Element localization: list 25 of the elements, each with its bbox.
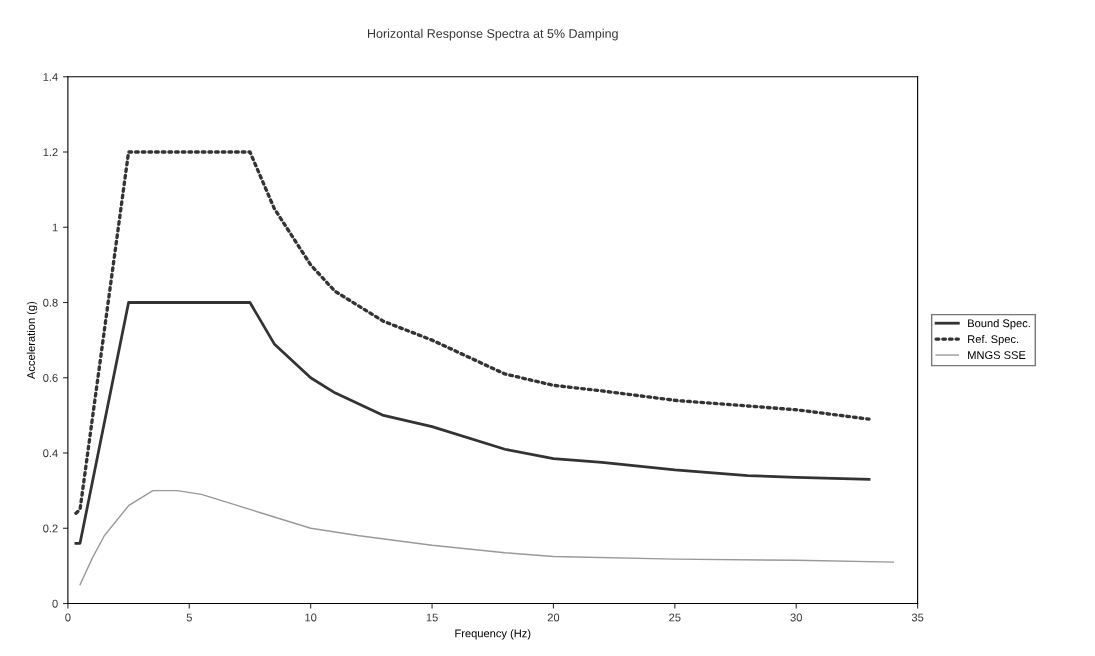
x-tick-label: 10 xyxy=(305,613,317,622)
line-series xyxy=(74,150,871,515)
legend-label: Bound Spec. xyxy=(968,319,1030,330)
x-tick-label: 5 xyxy=(186,613,192,622)
x-tick-label: 20 xyxy=(547,613,560,622)
y-tick-label: 0 xyxy=(52,599,58,608)
y-tick-label: 0.8 xyxy=(43,298,58,307)
x-tick-label: 15 xyxy=(426,613,438,622)
y-tick-label: 1.4 xyxy=(43,73,58,81)
y-axis-title: Acceleration (g) xyxy=(26,301,38,380)
legend-label: MNGS SSE xyxy=(968,351,1026,360)
y-tick-label: 0.4 xyxy=(43,449,58,458)
y-tick-label: 1.2 xyxy=(43,148,58,157)
line-series xyxy=(79,489,895,586)
chart-title: Horizontal Response Spectra at 5% Damping xyxy=(368,28,618,41)
x-tick-label: 35 xyxy=(911,613,924,622)
x-tick-label: 0 xyxy=(65,613,71,622)
y-tick-label: 1 xyxy=(52,223,58,232)
x-axis-title: Frequency (Hz) xyxy=(455,629,531,640)
y-tick-label: 0.2 xyxy=(43,524,58,533)
legend-label: Ref. Spec. xyxy=(968,334,1019,346)
x-tick-label: 30 xyxy=(790,613,802,622)
x-tick-label: 25 xyxy=(669,613,681,622)
y-tick-label: 0.6 xyxy=(43,374,58,382)
line-series xyxy=(74,301,871,545)
